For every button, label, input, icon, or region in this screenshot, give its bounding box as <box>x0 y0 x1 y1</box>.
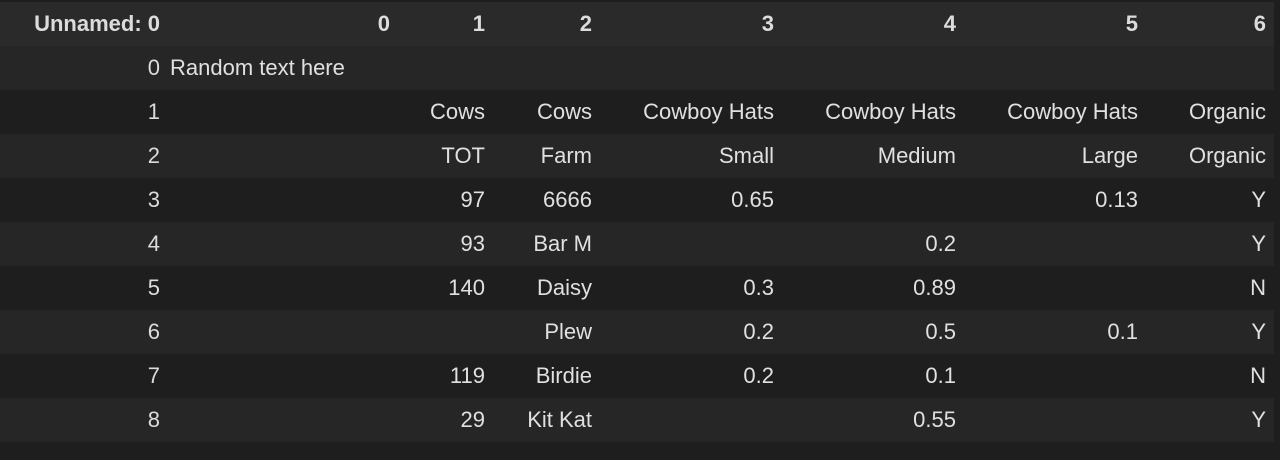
table-cell: 97 <box>460 187 485 212</box>
table-cell <box>168 134 398 178</box>
row-index: 4 <box>147 231 160 256</box>
table-cell: Cowboy Hats <box>825 99 956 124</box>
table-row: 7 119 Birdie 0.2 0.1 N <box>0 354 1274 398</box>
table-row: 0 Random text here <box>0 46 1274 90</box>
table-cell: TOT <box>441 143 485 168</box>
table-cell: 0.1 <box>925 363 956 388</box>
table-cell <box>168 266 398 310</box>
dataframe-table: Unnamed: 0 0 1 2 3 4 5 6 0 Random text h… <box>0 2 1274 442</box>
row-index: 3 <box>147 187 160 212</box>
column-header: 2 <box>493 2 600 46</box>
table-row: 5 140 Daisy 0.3 0.89 N <box>0 266 1274 310</box>
table-cell <box>600 398 782 442</box>
table-row: 3 97 6666 0.65 0.13 Y <box>0 178 1274 222</box>
table-cell: Daisy <box>536 275 592 300</box>
table-cell <box>964 222 1146 266</box>
row-index: 6 <box>147 319 160 344</box>
table-cell: Random text here <box>170 55 345 80</box>
table-cell: 0.1 <box>1107 319 1138 344</box>
table-cell: Birdie <box>535 363 592 388</box>
table-cell <box>168 310 398 354</box>
table-cell: 93 <box>460 231 485 256</box>
table-cell: Y <box>1251 231 1266 256</box>
table-cell: Cows <box>429 99 485 124</box>
row-index: 0 <box>147 55 160 80</box>
table-cell: 6666 <box>543 187 592 212</box>
table-cell <box>964 398 1146 442</box>
table-cell <box>398 46 493 90</box>
row-index: 5 <box>147 275 160 300</box>
table-cell: Y <box>1251 319 1266 344</box>
row-index: 2 <box>147 143 160 168</box>
table-cell: 140 <box>448 275 485 300</box>
row-index: 8 <box>147 407 160 432</box>
table-cell: Bar M <box>533 231 592 256</box>
table-cell <box>964 354 1146 398</box>
table-cell: 0.13 <box>1095 187 1138 212</box>
table-cell: Large <box>1081 143 1138 168</box>
column-header: 5 <box>964 2 1146 46</box>
row-index: 1 <box>147 99 160 124</box>
table-cell <box>168 178 398 222</box>
table-cell: Farm <box>540 143 592 168</box>
table-cell: 0.2 <box>743 363 774 388</box>
table-row: 2 TOT Farm Small Medium Large Organic <box>0 134 1274 178</box>
table-cell: Organic <box>1188 143 1266 168</box>
table-cell: 0.2 <box>743 319 774 344</box>
table-cell: 29 <box>460 407 485 432</box>
table-cell: 0.65 <box>731 187 774 212</box>
header-row: Unnamed: 0 0 1 2 3 4 5 6 <box>0 2 1274 46</box>
table-cell <box>168 354 398 398</box>
table-cell: Organic <box>1188 99 1266 124</box>
table-cell <box>493 46 600 90</box>
table-cell: 0.5 <box>925 319 956 344</box>
table-cell <box>782 178 964 222</box>
index-header: Unnamed: 0 <box>0 2 168 46</box>
table-cell: Cowboy Hats <box>643 99 774 124</box>
column-header: 4 <box>782 2 964 46</box>
table-cell: Cowboy Hats <box>1007 99 1138 124</box>
table-cell: 0.3 <box>743 275 774 300</box>
table-cell: 119 <box>449 363 485 388</box>
table-cell: N <box>1250 363 1266 388</box>
table-cell: N <box>1250 275 1266 300</box>
column-header: 0 <box>168 2 398 46</box>
table-cell <box>1146 46 1274 90</box>
table-row: 6 Plew 0.2 0.5 0.1 Y <box>0 310 1274 354</box>
table-cell: Y <box>1251 187 1266 212</box>
column-header: 1 <box>398 2 493 46</box>
table-cell: 0.55 <box>913 407 956 432</box>
table-cell: Cows <box>536 99 592 124</box>
table-row: 8 29 Kit Kat 0.55 Y <box>0 398 1274 442</box>
table-cell: Medium <box>877 143 956 168</box>
table-cell <box>168 398 398 442</box>
column-header: 6 <box>1146 2 1274 46</box>
table-cell <box>168 222 398 266</box>
table-cell: 0.2 <box>925 231 956 256</box>
table-cell <box>398 310 493 354</box>
table-row: 4 93 Bar M 0.2 Y <box>0 222 1274 266</box>
table-cell: Plew <box>544 319 592 344</box>
table-cell <box>964 266 1146 310</box>
table-cell <box>782 46 964 90</box>
table-row: 1 Cows Cows Cowboy Hats Cowboy Hats Cowb… <box>0 90 1274 134</box>
table-cell: Y <box>1251 407 1266 432</box>
table-cell <box>600 46 782 90</box>
table-cell <box>168 90 398 134</box>
column-header: 3 <box>600 2 782 46</box>
table-cell <box>964 46 1146 90</box>
table-cell: Kit Kat <box>527 407 592 432</box>
table-cell: Small <box>718 143 774 168</box>
table-cell <box>600 222 782 266</box>
table-cell: 0.89 <box>913 275 956 300</box>
row-index: 7 <box>147 363 160 388</box>
